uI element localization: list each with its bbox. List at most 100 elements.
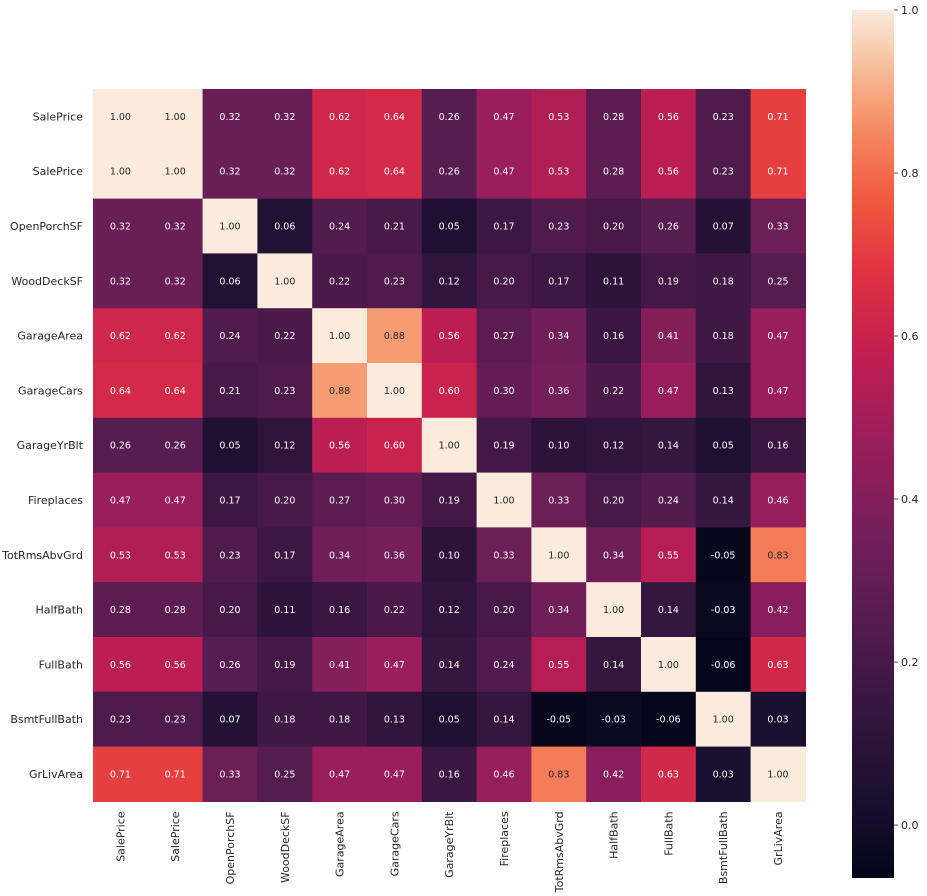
y-axis-labels: SalePrice SalePrice OpenPorchSF WoodDeckSF G… (1, 110, 84, 781)
x-tick-label: SalePrice (114, 811, 127, 862)
cell-value-label: 0.64 (165, 386, 186, 397)
heatmap-cell (147, 89, 204, 145)
heatmap-cell (641, 253, 697, 309)
cell-value-label: 0.27 (329, 496, 350, 507)
heatmap-cell (531, 89, 587, 145)
cell-value-label: 0.34 (548, 331, 569, 342)
cell-value-label: 1.00 (603, 605, 624, 616)
heatmap-cell (93, 253, 149, 309)
cell-value-label: 0.20 (603, 496, 624, 507)
heatmap-cell (750, 253, 806, 309)
heatmap-cell (641, 637, 697, 693)
cell-value-label: 0.16 (329, 605, 350, 616)
heatmap-cell (476, 89, 532, 145)
heatmap-cell (147, 143, 204, 200)
heatmap-cell (312, 472, 368, 528)
cell-value-label: 0.60 (439, 386, 460, 397)
x-tick-label: GrLivArea (772, 811, 785, 865)
heatmap-cell (421, 143, 478, 200)
cell-value-label: 0.63 (767, 660, 788, 671)
cell-value-label: 0.20 (603, 222, 624, 233)
heatmap-cell (695, 527, 752, 583)
heatmap-cell (257, 363, 313, 419)
y-tick-label: GarageYrBlt (17, 439, 84, 452)
cell-value-label: 0.26 (658, 222, 679, 233)
heatmap-cell (750, 363, 806, 419)
cell-value-label: 0.32 (110, 222, 131, 233)
heatmap-cell (750, 582, 806, 638)
cell-value-label: 0.26 (439, 112, 460, 123)
cell-value-label: 0.12 (274, 441, 295, 452)
cell-value-label: 0.20 (493, 276, 514, 287)
heatmap-cell (695, 417, 752, 474)
heatmap-cell (695, 691, 752, 748)
heatmap-cell (257, 417, 313, 474)
cell-value-label: 0.14 (493, 715, 514, 726)
heatmap-cell (93, 637, 149, 693)
cell-value-label: 0.18 (329, 715, 350, 726)
heatmap-cell (312, 582, 368, 638)
cell-value-label: 0.42 (603, 770, 624, 781)
cell-value-label: -0.03 (601, 715, 626, 726)
heatmap-cell (641, 472, 697, 528)
cell-value-label: 0.11 (603, 276, 624, 287)
x-tick-label: WoodDeckSF (279, 811, 292, 883)
cell-value-label: 0.14 (603, 660, 624, 671)
cell-value-label: 0.16 (767, 441, 788, 452)
cell-value-label: 1.00 (165, 167, 186, 178)
cell-value-label: 0.62 (329, 167, 350, 178)
heatmap-cell (750, 527, 806, 583)
heatmap-cell (750, 472, 806, 528)
x-tick-label: HalfBath (608, 811, 621, 859)
cell-value-label: 0.63 (658, 770, 679, 781)
heatmap-cell (641, 746, 697, 802)
cell-value-label: 0.17 (548, 276, 569, 287)
cell-value-label: 0.36 (384, 550, 405, 561)
cell-value-label: 1.00 (274, 276, 295, 287)
heatmap-cell (750, 637, 806, 693)
cell-value-label: 0.16 (603, 331, 624, 342)
cell-value-label: 0.22 (329, 276, 350, 287)
heatmap-cell (695, 308, 752, 364)
heatmap-cell (147, 417, 204, 474)
cell-value-label: 0.23 (274, 386, 295, 397)
heatmap-cell (531, 417, 587, 474)
heatmap-cell (367, 582, 423, 638)
heatmap-cell (312, 637, 368, 693)
cell-value-label: 0.14 (658, 441, 679, 452)
cell-value-label: 0.05 (713, 441, 734, 452)
heatmap-cell (421, 637, 478, 693)
cell-value-label: 0.53 (548, 167, 569, 178)
heatmap-cell (750, 746, 806, 802)
colorbar-tick-label: 0.8 (901, 167, 919, 180)
heatmap-cell (257, 746, 313, 802)
cell-value-label: 0.05 (439, 222, 460, 233)
cell-value-label: 0.23 (219, 550, 240, 561)
cell-value-label: 1.00 (439, 441, 460, 452)
y-tick-label: HalfBath (35, 604, 83, 617)
heatmap-cell (641, 198, 697, 254)
heatmap-cell (93, 472, 149, 528)
cell-value-label: 0.14 (713, 496, 734, 507)
x-tick-label: BsmtFullBath (717, 811, 730, 884)
cell-value-label: 0.23 (110, 715, 131, 726)
cell-value-label: 0.47 (493, 167, 514, 178)
y-tick-label: BsmtFullBath (10, 713, 83, 726)
heatmap-cell (312, 89, 368, 145)
heatmap-cell (750, 691, 806, 748)
heatmap-cell (531, 691, 587, 748)
heatmap-cell (476, 527, 532, 583)
cell-value-label: 0.55 (658, 550, 679, 561)
heatmap-cell (312, 198, 368, 254)
heatmap-cell (476, 637, 532, 693)
heatmap-cell (586, 417, 642, 474)
heatmap-cell (257, 198, 313, 254)
heatmap-cell (202, 746, 258, 802)
cell-value-label: 0.36 (548, 386, 569, 397)
cell-value-label: 0.64 (384, 167, 405, 178)
heatmap-cell (202, 198, 258, 254)
cell-value-label: 0.64 (110, 386, 131, 397)
cell-value-label: 0.18 (713, 276, 734, 287)
heatmap-cell (147, 691, 204, 748)
cell-value-label: 0.03 (713, 770, 734, 781)
